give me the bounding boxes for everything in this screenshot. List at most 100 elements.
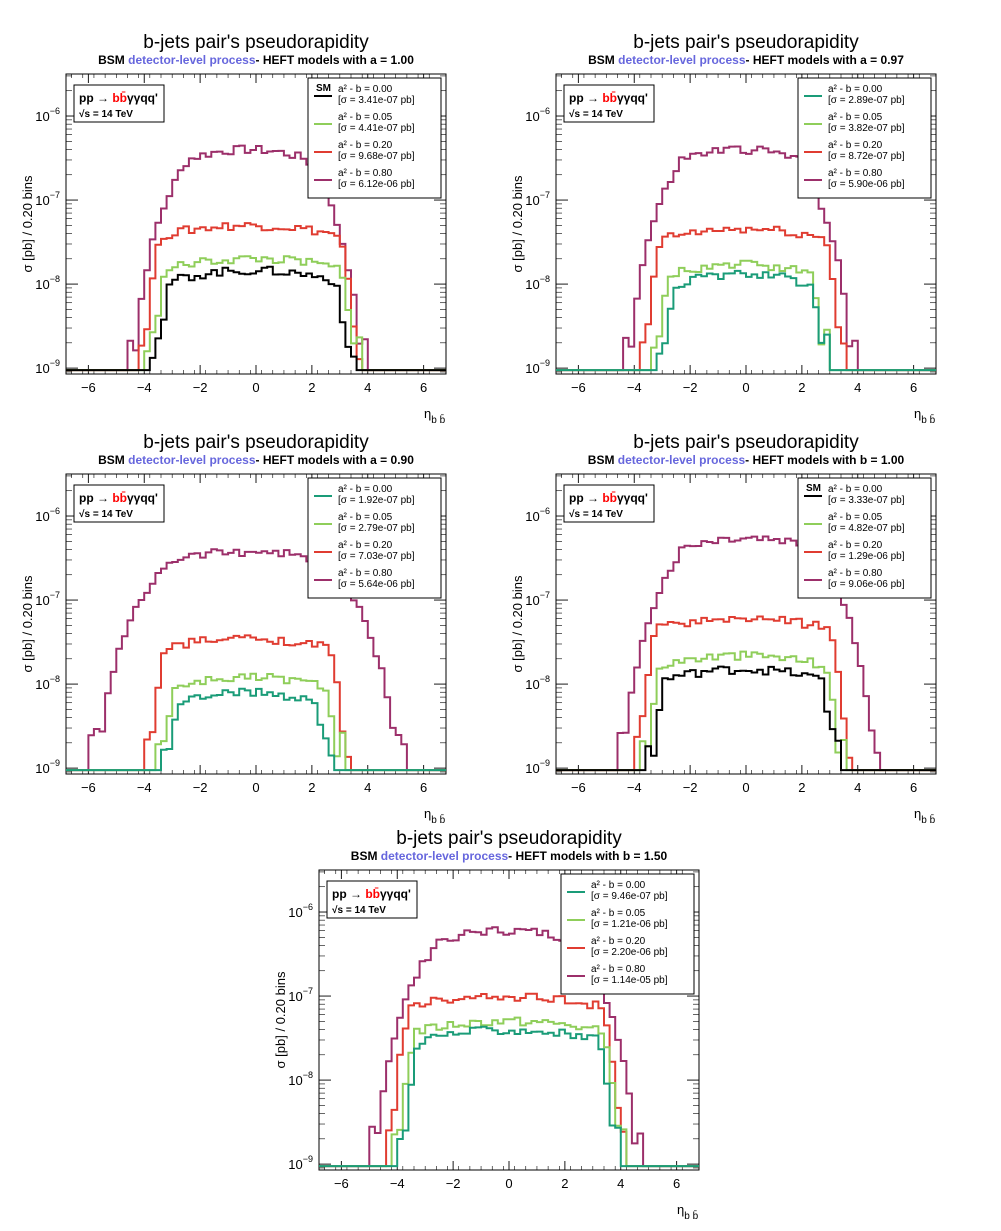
- legend-sigma: [σ = 3.41e-07 pb]: [338, 95, 415, 106]
- subtitle-bsm: BSM: [588, 453, 618, 467]
- y-tick-label: 10−7: [525, 190, 550, 208]
- y-tick-label: 10−8: [288, 1070, 313, 1088]
- histogram-series-4: [319, 926, 699, 1168]
- subtitle-model: - HEFT models with a = 1.00: [256, 53, 415, 67]
- legend-label: a² - b = 0.00: [828, 484, 883, 495]
- x-tick-label: −6: [81, 780, 96, 795]
- legend-label: a² - b = 0.05: [828, 512, 883, 523]
- process-label: pp → bb̄γγqq': [332, 887, 411, 901]
- process-box-frame: [563, 84, 655, 123]
- histogram-series-4: [66, 144, 446, 372]
- legend: SM a² - b = 0.00[σ = 3.41e-07 pb] a² - b =…: [307, 77, 442, 199]
- y-axis-title: σ [pb] / 0.20 bins: [20, 575, 35, 672]
- histogram-series-3: [556, 615, 936, 772]
- histogram-series-4: [556, 145, 936, 372]
- energy-label: √s = 14 TeV: [79, 509, 133, 520]
- legend-sigma: [σ = 2.79e-07 pb]: [338, 523, 415, 534]
- x-tick-label: −4: [627, 380, 642, 395]
- x-tick-label: 6: [420, 780, 427, 795]
- process-label: pp → bb̄γγqq': [79, 91, 158, 105]
- energy-label: √s = 14 TeV: [79, 109, 133, 120]
- x-tick-label: −6: [571, 380, 586, 395]
- legend-label: a² - b = 0.00: [338, 484, 393, 495]
- process-box-frame: [73, 84, 165, 123]
- y-tick-label: 10−9: [35, 358, 60, 376]
- chart-title: b-jets pair's pseudorapidity: [143, 32, 369, 53]
- process-box: pp → bb̄γγqq' √s = 14 TeV: [73, 84, 165, 123]
- subtitle-detector: detector-level process: [128, 453, 256, 467]
- histogram-series-4: [66, 548, 446, 772]
- x-tick-label: −2: [193, 380, 208, 395]
- y-tick-label: 10−6: [35, 506, 60, 524]
- histogram-series-3: [556, 225, 936, 372]
- chart-title: b-jets pair's pseudorapidity: [633, 432, 859, 453]
- process-box: pp → bb̄γγqq' √s = 14 TeV: [563, 484, 655, 523]
- energy-label: √s = 14 TeV: [332, 905, 386, 916]
- histogram-series-1: [66, 265, 446, 372]
- legend-sigma: [σ = 1.92e-07 pb]: [338, 495, 415, 506]
- process-box: pp → bb̄γγqq' √s = 14 TeV: [73, 484, 165, 523]
- legend-sigma: [σ = 7.03e-07 pb]: [338, 551, 415, 562]
- x-tick-label: 0: [252, 780, 259, 795]
- x-tick-label: −4: [627, 780, 642, 795]
- subtitle-detector: detector-level process: [128, 53, 256, 67]
- energy-label: √s = 14 TeV: [569, 509, 623, 520]
- x-tick-label: 0: [252, 380, 259, 395]
- legend-label: a² - b = 0.20: [338, 540, 393, 551]
- x-tick-label: 2: [798, 380, 805, 395]
- legend-label: a² - b = 0.80: [338, 168, 393, 179]
- subtitle-model: - HEFT models with a = 0.97: [746, 53, 905, 67]
- legend-sigma: [σ = 2.89e-07 pb]: [828, 95, 905, 106]
- y-tick-label: 10−6: [288, 902, 313, 920]
- x-tick-label: −2: [683, 380, 698, 395]
- legend-label: a² - b = 0.20: [591, 936, 646, 947]
- legend-label: a² - b = 0.05: [338, 512, 393, 523]
- x-tick-label: 2: [561, 1176, 568, 1191]
- y-tick-label: 10−7: [288, 986, 313, 1004]
- subtitle-model: - HEFT models with b = 1.50: [508, 849, 667, 863]
- chart-subtitle: BSM detector-level process- HEFT models …: [588, 453, 905, 467]
- y-tick-label: 10−8: [35, 274, 60, 292]
- legend-sigma: [σ = 1.21e-06 pb]: [591, 919, 668, 930]
- chart-title: b-jets pair's pseudorapidity: [396, 828, 622, 849]
- legend-frame: [307, 77, 442, 199]
- legend-sigma: [σ = 9.06e-06 pb]: [828, 579, 905, 590]
- x-axis-title: ηb b̄: [914, 806, 936, 826]
- x-tick-label: −4: [390, 1176, 405, 1191]
- x-axis-title: ηb b̄: [677, 1202, 699, 1222]
- x-tick-label: 4: [854, 380, 861, 395]
- y-axis-title: σ [pb] / 0.20 bins: [20, 175, 35, 272]
- legend: a² - b = 0.00[σ = 2.89e-07 pb] a² - b = 0…: [797, 77, 932, 199]
- process-label: pp → bb̄γγqq': [79, 491, 158, 505]
- x-tick-label: 4: [364, 380, 371, 395]
- x-tick-label: 6: [910, 780, 917, 795]
- chart-panel-b100: b-jets pair's pseudorapidity BSM detector…: [500, 430, 940, 830]
- chart-title: b-jets pair's pseudorapidity: [143, 432, 369, 453]
- y-tick-label: 10−7: [35, 190, 60, 208]
- legend-label: a² - b = 0.80: [338, 568, 393, 579]
- x-tick-label: 2: [798, 780, 805, 795]
- legend-sm-tag: SM: [806, 483, 821, 494]
- legend-sigma: [σ = 6.12e-06 pb]: [338, 179, 415, 190]
- x-tick-label: −2: [193, 780, 208, 795]
- legend-label: a² - b = 0.20: [828, 140, 883, 151]
- y-axis-title: σ [pb] / 0.20 bins: [273, 971, 288, 1068]
- legend-sigma: [σ = 9.68e-07 pb]: [338, 151, 415, 162]
- subtitle-bsm: BSM: [588, 53, 618, 67]
- y-tick-label: 10−7: [35, 590, 60, 608]
- y-axis-title: σ [pb] / 0.20 bins: [510, 575, 525, 672]
- y-tick-label: 10−7: [525, 590, 550, 608]
- histogram-series-2: [319, 1016, 699, 1168]
- chart-panel-a100: b-jets pair's pseudorapidity BSM detector…: [10, 30, 450, 430]
- x-tick-label: 0: [505, 1176, 512, 1191]
- x-tick-label: −4: [137, 780, 152, 795]
- x-tick-label: 0: [742, 780, 749, 795]
- histogram-series-2: [556, 650, 936, 772]
- y-tick-label: 10−9: [525, 358, 550, 376]
- x-tick-label: 6: [910, 380, 917, 395]
- x-axis-title: ηb b̄: [424, 406, 446, 426]
- legend: a² - b = 0.00[σ = 1.92e-07 pb] a² - b = 0…: [307, 477, 442, 599]
